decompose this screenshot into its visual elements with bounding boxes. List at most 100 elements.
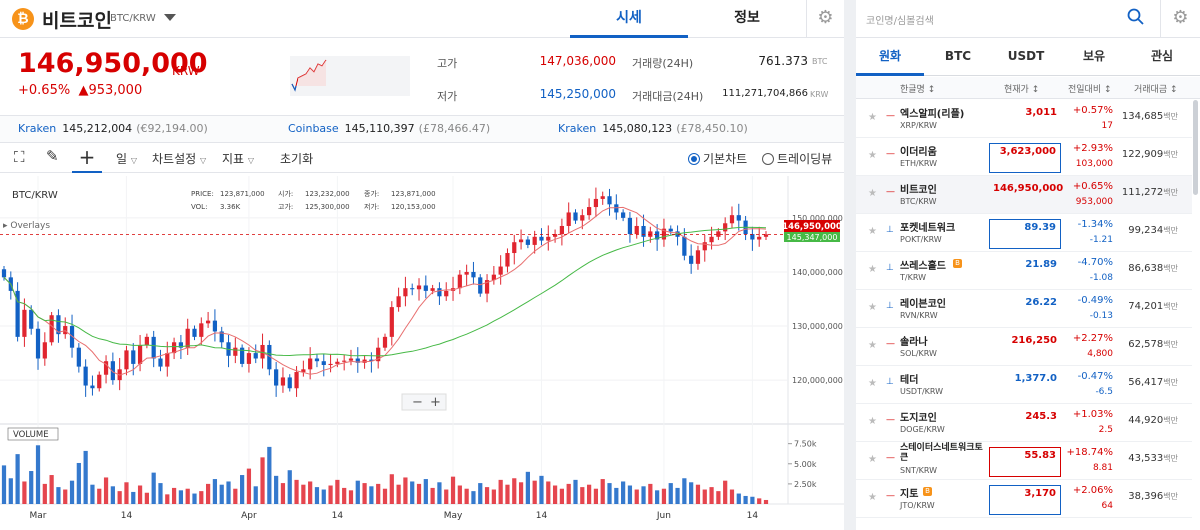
coin-name[interactable]: 포켓네트워크 — [900, 223, 956, 234]
coin-select-chevron-down-icon[interactable] — [164, 14, 176, 21]
period-dropdown[interactable]: 일 ▽ — [116, 150, 137, 167]
star-icon[interactable]: ★ — [868, 416, 877, 427]
tab-usdt[interactable]: USDT — [1007, 49, 1045, 63]
overlays-text: Overlays — [10, 221, 50, 231]
price-chart[interactable]: 150,000,000 140,000,000 130,000,000 120,000… — [0, 176, 844, 530]
tab-btc[interactable]: BTC — [944, 49, 972, 63]
million-unit: 백만 — [1163, 264, 1178, 273]
coin-name[interactable]: 레이븐코인 — [900, 299, 946, 310]
star-icon[interactable]: ★ — [868, 302, 877, 313]
volume-bar — [437, 482, 442, 504]
mini-sparkline — [291, 59, 327, 92]
star-icon[interactable]: ★ — [868, 150, 877, 161]
zoom-in-icon[interactable]: + — [430, 395, 441, 410]
indicators-dropdown[interactable]: 지표 ▽ — [222, 150, 254, 167]
coin-name[interactable]: 스테이터스네트워크토큰 — [900, 443, 983, 463]
overlays-label[interactable]: ▸ Overlays — [3, 221, 50, 231]
tab-krw[interactable]: 원화 — [856, 38, 924, 76]
bitcoin-logo-icon: ₿ — [12, 8, 34, 30]
col-price[interactable]: 현재가 ↕ — [1004, 85, 1040, 95]
candle-body — [532, 236, 537, 245]
basic-chart-radio[interactable]: 기본차트 — [688, 150, 747, 167]
star-icon[interactable]: ★ — [868, 188, 877, 199]
fullscreen-icon[interactable]: ⛶ — [14, 148, 25, 166]
search-icon[interactable] — [1126, 7, 1148, 29]
pencil-icon[interactable]: ✎ — [46, 147, 59, 165]
list-item[interactable]: ★ — 스테이터스네트워크토큰 SNT/KRW 55.83 +18.74% 8.81 43,5… — [856, 442, 1192, 480]
exchange-name[interactable]: Kraken — [558, 122, 597, 135]
volume-bar — [274, 475, 279, 504]
list-item[interactable]: ★ — 지토 B JTO/KRW 3,170 +2.06% 64 38,396백만 — [856, 480, 1192, 518]
volume-bar — [76, 462, 81, 504]
col-name[interactable]: 한글명 ↕ — [900, 85, 936, 95]
trading-view-radio[interactable]: 트레이딩뷰 — [762, 150, 832, 167]
star-icon[interactable]: ★ — [868, 454, 877, 465]
candle-body — [655, 231, 660, 240]
list-item[interactable]: ★ ⊥ 쓰레스홀드 B T/KRW 21.89 -4.70% -1.08 86,638백만 — [856, 252, 1192, 290]
candle-body — [97, 374, 102, 389]
candle-body — [219, 331, 224, 343]
tab-quote[interactable]: 시세 — [570, 0, 688, 38]
exchange-name[interactable]: Coinbase — [288, 122, 339, 135]
coin-name[interactable]: 테더 — [900, 375, 919, 386]
coin-price: 26.22 — [1025, 297, 1057, 308]
million-unit: 백만 — [1163, 112, 1178, 121]
volume-bar — [675, 487, 680, 504]
coin-name[interactable]: 이더리움 — [900, 147, 937, 158]
col-change[interactable]: 전일대비 ↕ — [1068, 85, 1112, 95]
star-icon[interactable]: ★ — [868, 378, 877, 389]
list-item[interactable]: ★ ⊥ 레이븐코인 RVN/KRW 26.22 -0.49% -0.13 74,201백만 — [856, 290, 1192, 328]
star-icon[interactable]: ★ — [868, 340, 877, 351]
coin-name[interactable]: 솔라나 — [900, 337, 928, 348]
high-label: 고가 — [437, 57, 458, 70]
col-volume[interactable]: 거래대금 ↕ — [1134, 85, 1178, 95]
coin-name[interactable]: 엑스알피(리플) — [900, 109, 965, 120]
x-tick-label: May — [444, 511, 463, 521]
zoom-out-icon[interactable]: − — [412, 395, 423, 410]
coin-price: 55.83 — [989, 447, 1061, 477]
gear-icon[interactable]: ⚙ — [1160, 0, 1200, 38]
volume-bar — [641, 486, 646, 504]
list-item[interactable]: ★ — 이더리움 ETH/KRW 3,623,000 +2.93% 103,000 122,9… — [856, 138, 1192, 176]
list-item[interactable]: ★ — 도지코인 DOGE/KRW 245.3 +1.03% 2.5 44,920백만 — [856, 404, 1192, 442]
y-tick-label: 130,000,000 — [792, 322, 843, 331]
coin-name[interactable]: 쓰레스홀드 — [900, 261, 946, 272]
low-label: 저가 — [437, 90, 458, 103]
list-item[interactable]: ★ — 솔라나 SOL/KRW 216,250 +2.27% 4,800 62,578백만 — [856, 328, 1192, 366]
star-icon[interactable]: ★ — [868, 264, 877, 275]
badge-icon: B — [923, 487, 932, 496]
x-tick-label: 14 — [747, 511, 759, 521]
candle-body — [600, 196, 605, 199]
tab-info[interactable]: 정보 — [734, 10, 760, 26]
star-icon[interactable]: ★ — [868, 492, 877, 503]
coin-name[interactable]: 도지코인 — [900, 413, 937, 424]
list-item[interactable]: ★ ⊥ 테더 USDT/KRW 1,377.0 -0.47% -6.5 56,417백만 — [856, 366, 1192, 404]
list-item[interactable]: ★ — 비트코인 BTC/KRW 146,950,000 +0.65% 953,000 111… — [856, 176, 1192, 214]
star-icon[interactable]: ★ — [868, 226, 877, 237]
coin-name[interactable]: 비트코인 — [900, 185, 937, 196]
coin-change-pct: +2.27% — [1072, 333, 1113, 344]
candle-body — [328, 363, 333, 365]
trend-mark-icon: — — [886, 339, 895, 349]
coin-name[interactable]: 지토 — [900, 489, 919, 500]
reset-button[interactable]: 초기화 — [280, 152, 314, 166]
million-unit: 백만 — [1163, 378, 1178, 387]
list-item[interactable]: ★ ⊥ 포켓네트워크 POKT/KRW 89.39 -1.34% -1.21 99,234백만 — [856, 214, 1192, 252]
candle-body — [634, 225, 639, 235]
list-item[interactable]: ★ — 엑스알피(리플) XRP/KRW 3,011 +0.57% 17 134,685백만 — [856, 100, 1192, 138]
candle-body — [185, 328, 190, 348]
coin-change-pct: -0.49% — [1077, 295, 1113, 306]
tab-holdings[interactable]: 보유 — [1082, 49, 1106, 63]
volume-bar — [403, 477, 408, 504]
tab-favorites[interactable]: 관심 — [1150, 49, 1174, 63]
legend-high-value: 125,300,000 — [305, 203, 350, 211]
star-icon[interactable]: ★ — [868, 112, 877, 123]
search-input[interactable]: 코인명/심볼검색 — [866, 16, 934, 27]
candle-body — [205, 320, 211, 324]
exchange-name[interactable]: Kraken — [18, 122, 57, 135]
gear-icon[interactable]: ⚙ — [806, 0, 844, 38]
scrollbar[interactable] — [1193, 100, 1198, 195]
chart-settings-dropdown[interactable]: 차트설정 ▽ — [152, 150, 206, 167]
y-tick-label: 140,000,000 — [792, 268, 843, 277]
crosshair-icon[interactable]: + — [72, 143, 102, 173]
